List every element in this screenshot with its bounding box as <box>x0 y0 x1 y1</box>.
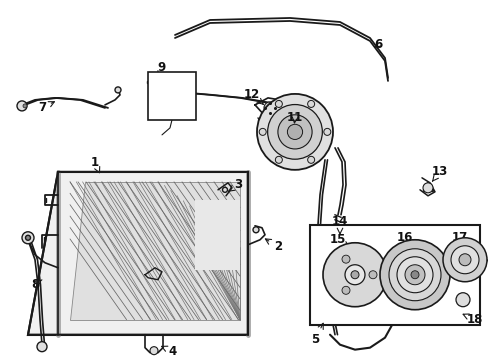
Circle shape <box>275 156 282 163</box>
Circle shape <box>267 104 322 159</box>
Text: 9: 9 <box>158 62 166 77</box>
Circle shape <box>22 232 34 244</box>
Circle shape <box>323 243 386 307</box>
Circle shape <box>422 183 432 193</box>
Text: 15: 15 <box>329 233 348 247</box>
Circle shape <box>150 77 160 87</box>
Circle shape <box>345 265 364 285</box>
Circle shape <box>410 271 418 279</box>
Circle shape <box>115 87 121 93</box>
Circle shape <box>287 124 302 139</box>
Text: 13: 13 <box>431 165 447 181</box>
Text: 17: 17 <box>451 231 467 247</box>
Circle shape <box>275 100 282 107</box>
Circle shape <box>341 255 349 263</box>
Text: 7: 7 <box>38 102 54 114</box>
Circle shape <box>17 101 27 111</box>
Circle shape <box>458 254 470 266</box>
Circle shape <box>267 105 272 111</box>
Circle shape <box>257 94 332 170</box>
Circle shape <box>442 238 486 282</box>
Polygon shape <box>28 172 247 335</box>
Polygon shape <box>70 182 240 320</box>
Circle shape <box>388 249 440 301</box>
Text: 10: 10 <box>163 89 181 102</box>
Circle shape <box>455 293 469 307</box>
Circle shape <box>332 239 342 249</box>
Circle shape <box>350 271 358 279</box>
Circle shape <box>150 347 158 355</box>
Circle shape <box>264 102 275 114</box>
Circle shape <box>23 104 27 108</box>
Circle shape <box>450 246 478 274</box>
Circle shape <box>222 187 227 192</box>
Circle shape <box>323 129 330 135</box>
Circle shape <box>252 227 259 233</box>
Circle shape <box>307 100 314 107</box>
Bar <box>309 225 479 325</box>
Circle shape <box>153 80 157 84</box>
Text: 6: 6 <box>373 39 381 51</box>
Text: 16: 16 <box>396 231 412 247</box>
Text: 2: 2 <box>265 239 282 253</box>
Text: 18: 18 <box>462 313 482 326</box>
Bar <box>195 200 240 270</box>
Text: 3: 3 <box>228 178 242 191</box>
Text: 5: 5 <box>310 323 323 346</box>
Circle shape <box>396 257 432 293</box>
Circle shape <box>25 235 30 240</box>
Circle shape <box>37 342 47 352</box>
Circle shape <box>307 156 314 163</box>
Circle shape <box>404 265 424 285</box>
Circle shape <box>277 115 311 149</box>
Text: 4: 4 <box>162 345 177 358</box>
Bar <box>148 72 196 120</box>
Text: 12: 12 <box>244 89 263 104</box>
Text: 8: 8 <box>31 278 42 291</box>
Circle shape <box>259 129 265 135</box>
Circle shape <box>388 296 400 308</box>
Circle shape <box>379 240 449 310</box>
Circle shape <box>392 299 397 304</box>
Text: 11: 11 <box>286 111 303 125</box>
Circle shape <box>341 286 349 294</box>
Text: 1: 1 <box>91 156 100 173</box>
Text: 14: 14 <box>331 215 347 234</box>
Circle shape <box>368 271 376 279</box>
